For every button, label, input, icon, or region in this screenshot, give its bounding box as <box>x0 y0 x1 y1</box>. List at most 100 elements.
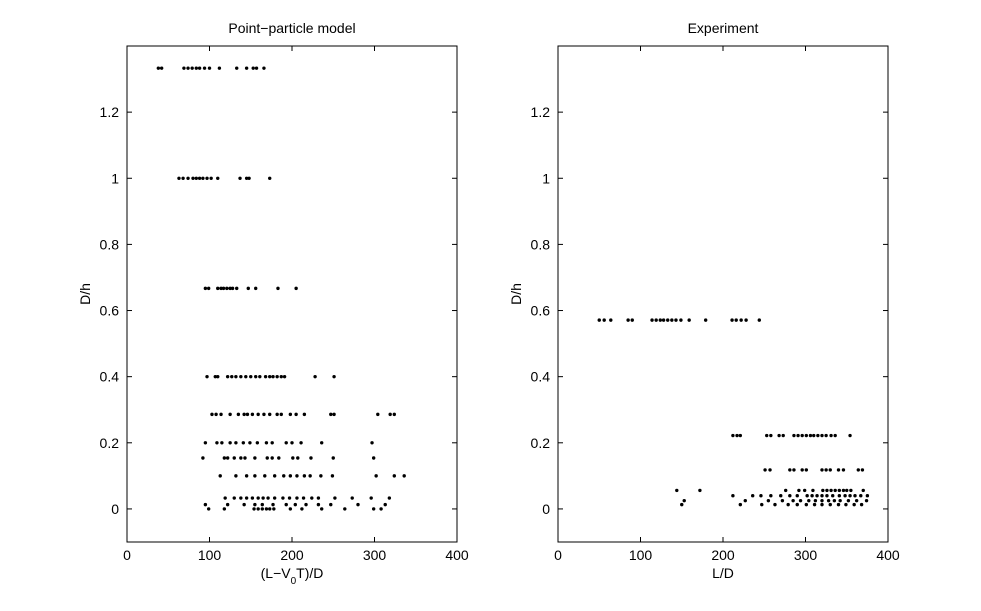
point <box>302 412 307 417</box>
point <box>825 488 829 493</box>
point <box>602 318 606 322</box>
point <box>820 498 824 503</box>
point <box>203 441 208 445</box>
point <box>262 66 266 70</box>
point <box>786 502 790 507</box>
point <box>802 488 807 493</box>
point <box>294 286 298 291</box>
point <box>256 412 260 417</box>
x-axis-label-part: T)/D <box>296 565 323 581</box>
y-tick-label: 1 <box>111 170 119 186</box>
y-tick-label: 0.6 <box>531 303 551 319</box>
point <box>282 374 287 379</box>
point <box>781 433 785 438</box>
point <box>244 496 249 500</box>
point <box>205 176 209 180</box>
point <box>791 498 795 503</box>
point <box>216 374 220 379</box>
point <box>597 318 601 322</box>
point <box>272 496 277 500</box>
point <box>812 502 817 507</box>
point <box>829 488 833 493</box>
point <box>247 176 251 180</box>
x-axis-label-part: (L−V <box>261 565 292 581</box>
x-tick-label: 200 <box>711 547 735 563</box>
point <box>836 468 841 472</box>
point <box>300 507 304 511</box>
point <box>849 488 853 493</box>
point <box>248 441 252 445</box>
point <box>815 494 819 498</box>
point <box>194 176 198 180</box>
point <box>245 412 250 417</box>
point <box>304 502 308 507</box>
point <box>838 498 842 503</box>
point <box>739 318 743 322</box>
point <box>670 318 674 322</box>
point <box>220 441 224 445</box>
point <box>658 318 662 322</box>
point <box>630 318 634 322</box>
point <box>225 502 230 507</box>
point <box>254 374 258 379</box>
point <box>295 474 299 478</box>
point <box>792 433 796 438</box>
x-tick-label: 0 <box>554 547 562 563</box>
x-tick-label: 200 <box>280 547 304 563</box>
point <box>792 468 796 472</box>
point <box>731 494 735 498</box>
y-tick-label: 0 <box>111 501 119 517</box>
point <box>852 502 856 507</box>
point <box>808 433 813 438</box>
point <box>238 176 242 180</box>
point <box>218 474 222 478</box>
point <box>262 412 266 417</box>
point <box>796 433 800 438</box>
point <box>846 498 851 503</box>
point <box>837 494 842 498</box>
point <box>272 474 277 478</box>
point <box>228 441 232 445</box>
point <box>239 374 243 379</box>
plot-frame <box>557 45 889 543</box>
point <box>310 496 314 500</box>
point <box>371 507 376 511</box>
point <box>824 433 828 438</box>
point <box>333 496 337 500</box>
point <box>291 456 295 460</box>
point <box>308 474 312 478</box>
point <box>820 433 824 438</box>
point <box>219 412 223 417</box>
point <box>230 286 235 291</box>
point <box>320 507 324 511</box>
point <box>757 318 761 322</box>
point <box>387 496 392 500</box>
point <box>828 502 832 507</box>
point <box>242 502 246 507</box>
point <box>836 502 841 507</box>
point <box>275 412 279 417</box>
point <box>263 374 268 379</box>
point <box>812 433 816 438</box>
point <box>203 502 208 507</box>
point <box>221 286 226 291</box>
point <box>201 176 205 180</box>
point <box>832 498 837 503</box>
point <box>392 474 396 478</box>
point <box>191 176 195 180</box>
point <box>282 474 286 478</box>
point <box>687 318 691 322</box>
point <box>299 441 303 445</box>
point <box>788 468 792 472</box>
point <box>804 468 809 472</box>
point <box>210 412 214 417</box>
point <box>769 494 773 498</box>
point <box>271 374 275 379</box>
point <box>271 502 275 507</box>
point <box>370 441 374 445</box>
y-axis-label: D/h <box>77 283 93 305</box>
point <box>256 507 260 511</box>
x-tick-label: 400 <box>445 547 469 563</box>
point <box>331 456 335 460</box>
